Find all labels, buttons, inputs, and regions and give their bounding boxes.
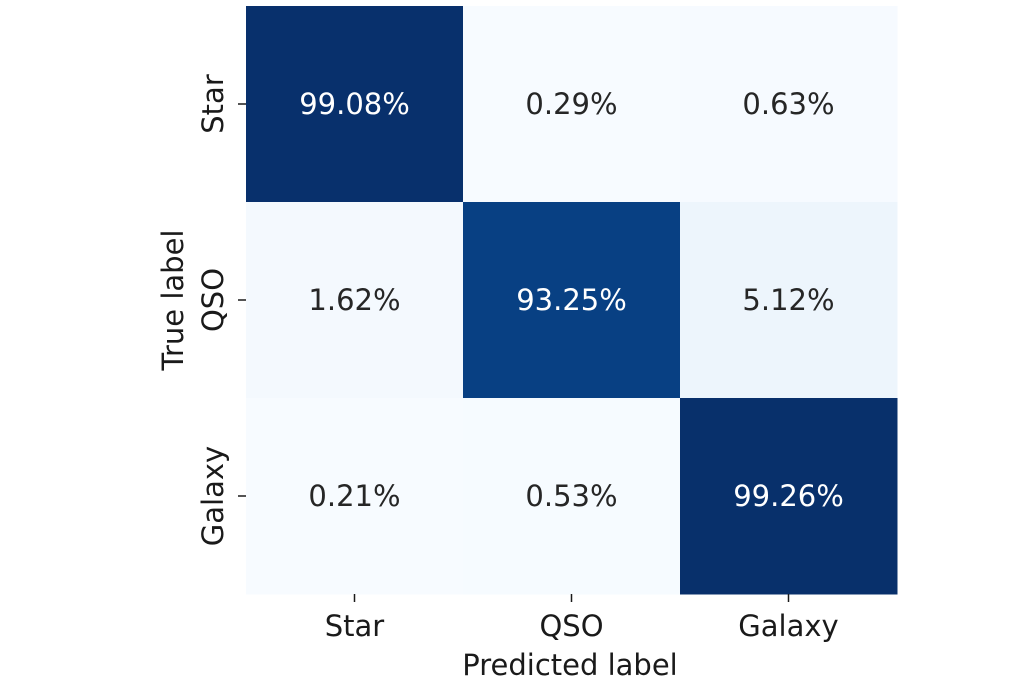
heatmap-cell-0-1 [463,6,681,203]
cell-value-label: 0.29% [525,87,617,121]
heatmap-cell-1-0 [246,202,464,399]
heatmap-cells: 99.08% 0.29% 0.63% 1.62% 93.25% 5.12% 0.21% 0.5… [246,6,898,595]
heatmap-cell-0-2 [680,6,898,203]
cell-value-label: 0.63% [742,87,834,121]
cell-value-label: 99.08% [299,87,410,121]
y-tick-label: Star [196,74,230,134]
heatmap-cell-1-2 [680,202,898,399]
x-axis-title: Predicted label [462,648,678,682]
heatmap-cell-1-1 [463,202,681,399]
cell-value-label: 0.53% [525,479,617,513]
x-tick-label: Star [325,609,385,643]
y-axis-title: True label [156,230,190,372]
y-axis-ticks: Star QSO Galaxy [196,74,246,546]
x-tick-label: Galaxy [738,609,838,643]
y-tick-label: Galaxy [196,446,230,546]
cell-value-label: 93.25% [516,283,627,317]
heatmap-cell-2-2 [680,398,898,595]
heatmap-cell-2-0 [246,398,464,595]
cell-value-label: 5.12% [742,283,834,317]
heatmap-cell-2-1 [463,398,681,595]
cell-value-label: 99.26% [733,479,844,513]
x-axis-ticks: Star QSO Galaxy [325,594,839,643]
cell-value-label: 0.21% [308,479,400,513]
x-tick-label: QSO [539,609,603,643]
y-tick-label: QSO [196,268,230,332]
heatmap-cell-0-0 [246,6,464,203]
cell-value-label: 1.62% [308,283,400,317]
